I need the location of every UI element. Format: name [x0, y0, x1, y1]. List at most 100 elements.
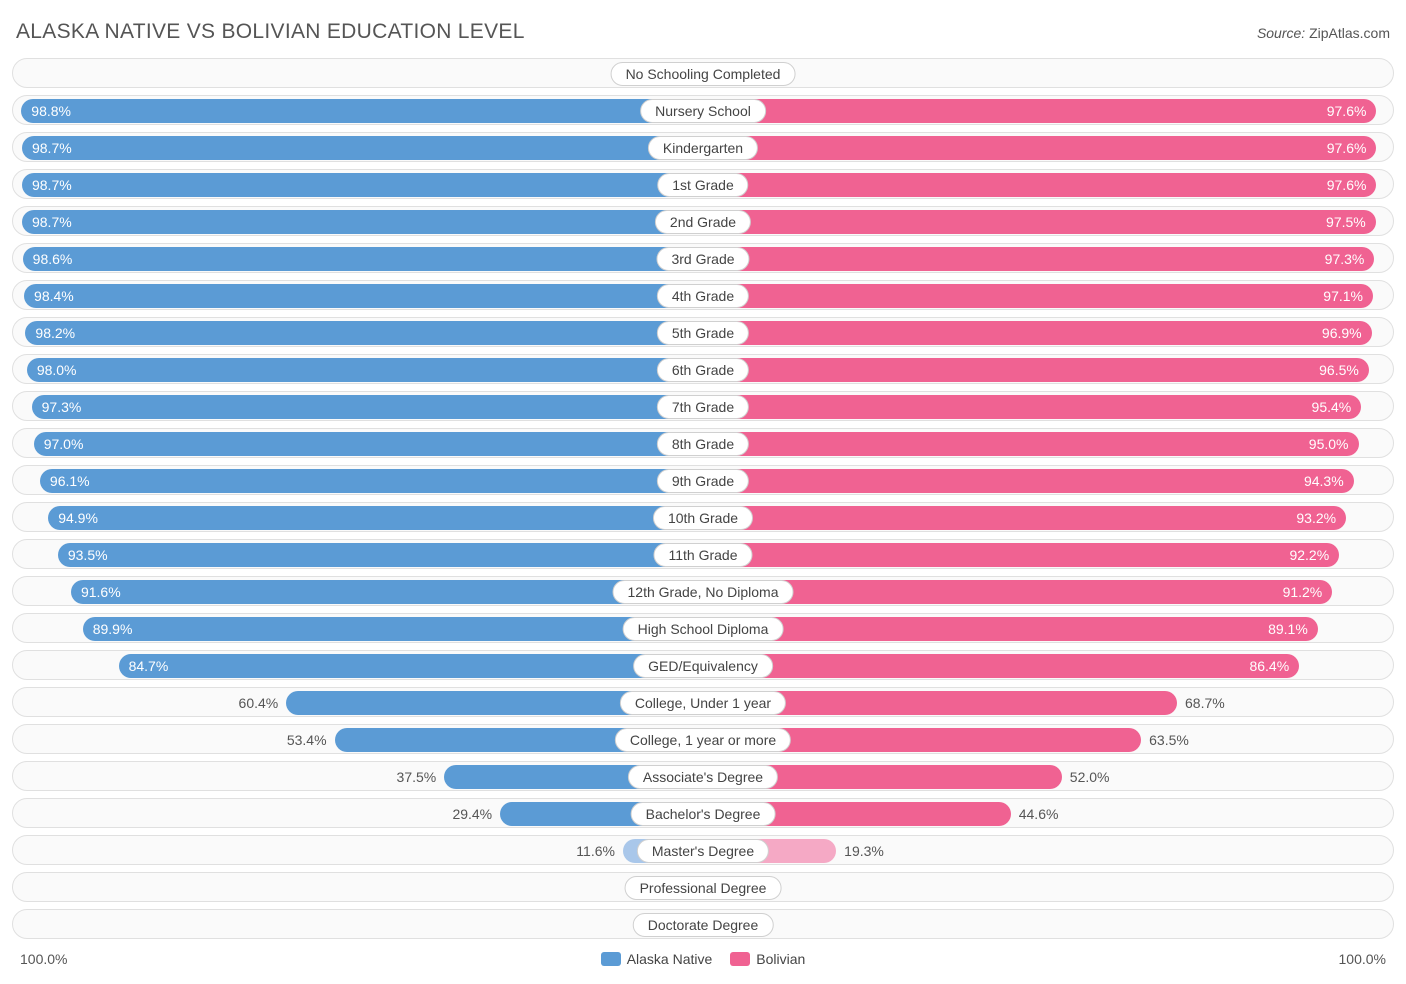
bar-left-value: 98.7% — [32, 177, 72, 193]
chart-row: 98.6% 97.3% 3rd Grade — [12, 243, 1394, 273]
chart-row: 1.4%2.4%Doctorate Degree — [12, 909, 1394, 939]
bar-right-value: 91.2% — [1283, 584, 1323, 600]
axis-left-max: 100.0% — [20, 951, 67, 967]
row-label-pill: 6th Grade — [657, 358, 749, 382]
chart-row: 96.1% 94.3% 9th Grade — [12, 465, 1394, 495]
legend-swatch-right — [730, 952, 750, 966]
chart-row: 53.4% 63.5% College, 1 year or more — [12, 724, 1394, 754]
chart-row: 89.9%89.1%High School Diploma — [12, 613, 1394, 643]
bar-right-value: 97.3% — [1325, 251, 1365, 267]
bar-left: 96.1% — [40, 469, 703, 493]
bar-left-value: 96.1% — [50, 473, 90, 489]
bar-right: 97.3% — [703, 247, 1374, 271]
bar-left: 94.9% — [48, 506, 703, 530]
bar-left-value: 84.7% — [129, 658, 169, 674]
bar-right-value: 63.5% — [1149, 728, 1189, 752]
bar-right: 97.6% — [703, 173, 1376, 197]
chart-row: 84.7%86.4%GED/Equivalency — [12, 650, 1394, 680]
bar-right: 97.6% — [703, 136, 1376, 160]
legend: Alaska Native Bolivian — [601, 951, 806, 967]
chart-footer: 100.0% Alaska Native Bolivian 100.0% — [12, 946, 1394, 972]
row-label-pill: 8th Grade — [657, 432, 749, 456]
chart-row: 98.7%97.6%Kindergarten — [12, 132, 1394, 162]
legend-label-right: Bolivian — [756, 951, 805, 967]
bar-right: 93.2% — [703, 506, 1346, 530]
bar-left-value: 98.4% — [34, 288, 74, 304]
bar-left-value: 98.8% — [31, 103, 71, 119]
chart-row: 37.5%52.0%Associate's Degree — [12, 761, 1394, 791]
bar-left-value: 97.0% — [44, 436, 84, 452]
row-label-pill: College, 1 year or more — [615, 728, 791, 752]
chart-row: 98.0% 96.5% 6th Grade — [12, 354, 1394, 384]
bar-right: 86.4% — [703, 654, 1299, 678]
row-label-pill: 10th Grade — [653, 506, 753, 530]
bar-left: 98.4% — [24, 284, 703, 308]
bar-right-value: 96.9% — [1322, 325, 1362, 341]
bar-left: 98.8% — [21, 99, 703, 123]
row-label-pill: Bachelor's Degree — [631, 802, 776, 826]
bar-right-value: 97.6% — [1327, 177, 1367, 193]
bar-right: 97.1% — [703, 284, 1373, 308]
bar-left-value: 11.6% — [576, 839, 615, 863]
row-label-pill: 3rd Grade — [656, 247, 749, 271]
bar-right: 96.9% — [703, 321, 1372, 345]
chart-header: ALASKA NATIVE VS BOLIVIAN EDUCATION LEVE… — [12, 20, 1394, 44]
chart-row: 97.3%95.4%7th Grade — [12, 391, 1394, 421]
bar-right-value: 94.3% — [1304, 473, 1344, 489]
bar-left: 97.0% — [34, 432, 703, 456]
bar-right: 92.2% — [703, 543, 1339, 567]
bar-right-value: 92.2% — [1289, 547, 1329, 563]
chart-row: 98.4%97.1%4th Grade — [12, 280, 1394, 310]
bar-right: 96.5% — [703, 358, 1369, 382]
row-label-pill: 9th Grade — [657, 469, 749, 493]
bar-left: 98.0% — [27, 358, 703, 382]
legend-item-right: Bolivian — [730, 951, 805, 967]
bar-right: 97.5% — [703, 210, 1376, 234]
row-label-pill: Master's Degree — [637, 839, 769, 863]
bar-right: 97.6% — [703, 99, 1376, 123]
row-label-pill: 5th Grade — [657, 321, 749, 345]
chart-row: 97.0% 95.0%8th Grade — [12, 428, 1394, 458]
bar-left: 84.7% — [119, 654, 703, 678]
chart-row: 91.6%91.2%12th Grade, No Diploma — [12, 576, 1394, 606]
bar-left-value: 37.5% — [397, 765, 437, 789]
bar-right: 95.0% — [703, 432, 1359, 456]
row-label-pill: Nursery School — [640, 99, 766, 123]
legend-item-left: Alaska Native — [601, 951, 713, 967]
bar-right-value: 44.6% — [1019, 802, 1059, 826]
bar-right: 94.3% — [703, 469, 1354, 493]
row-label-pill: 1st Grade — [657, 173, 748, 197]
source-value: ZipAtlas.com — [1309, 25, 1390, 41]
row-label-pill: College, Under 1 year — [620, 691, 786, 715]
chart-row: 98.7% 97.6% 1st Grade — [12, 169, 1394, 199]
chart-row: 60.4%68.7%College, Under 1 year — [12, 687, 1394, 717]
bar-left-value: 98.6% — [33, 251, 73, 267]
chart-row: 98.7%97.5%2nd Grade — [12, 206, 1394, 236]
chart-row: 3.5%5.6%Professional Degree — [12, 872, 1394, 902]
row-label-pill: 2nd Grade — [655, 210, 751, 234]
chart-row: 29.4%44.6%Bachelor's Degree — [12, 798, 1394, 828]
bar-right-value: 96.5% — [1319, 362, 1359, 378]
chart-row: 1.5%2.4%No Schooling Completed — [12, 58, 1394, 88]
chart-row: 94.9%93.2%10th Grade — [12, 502, 1394, 532]
row-label-pill: Associate's Degree — [628, 765, 778, 789]
bar-left-value: 53.4% — [287, 728, 327, 752]
bar-left-value: 89.9% — [93, 621, 133, 637]
row-label-pill: Professional Degree — [625, 876, 782, 900]
bar-right-value: 97.6% — [1327, 103, 1367, 119]
diverging-bar-chart: 1.5%2.4%No Schooling Completed 98.8% 97.6%… — [12, 58, 1394, 939]
bar-left: 97.3% — [32, 395, 703, 419]
row-label-pill: 12th Grade, No Diploma — [613, 580, 794, 604]
legend-label-left: Alaska Native — [627, 951, 713, 967]
bar-left: 98.7% — [22, 210, 703, 234]
bar-right-value: 86.4% — [1249, 658, 1289, 674]
chart-row: 98.2% 96.9% 5th Grade — [12, 317, 1394, 347]
row-label-pill: High School Diploma — [623, 617, 784, 641]
bar-left-value: 98.2% — [35, 325, 75, 341]
row-label-pill: Doctorate Degree — [633, 913, 774, 937]
bar-left: 93.5% — [58, 543, 703, 567]
row-label-pill: 11th Grade — [653, 543, 752, 567]
bar-right: 95.4% — [703, 395, 1361, 419]
bar-left-value: 93.5% — [68, 547, 108, 563]
bar-right-value: 19.3% — [844, 839, 884, 863]
